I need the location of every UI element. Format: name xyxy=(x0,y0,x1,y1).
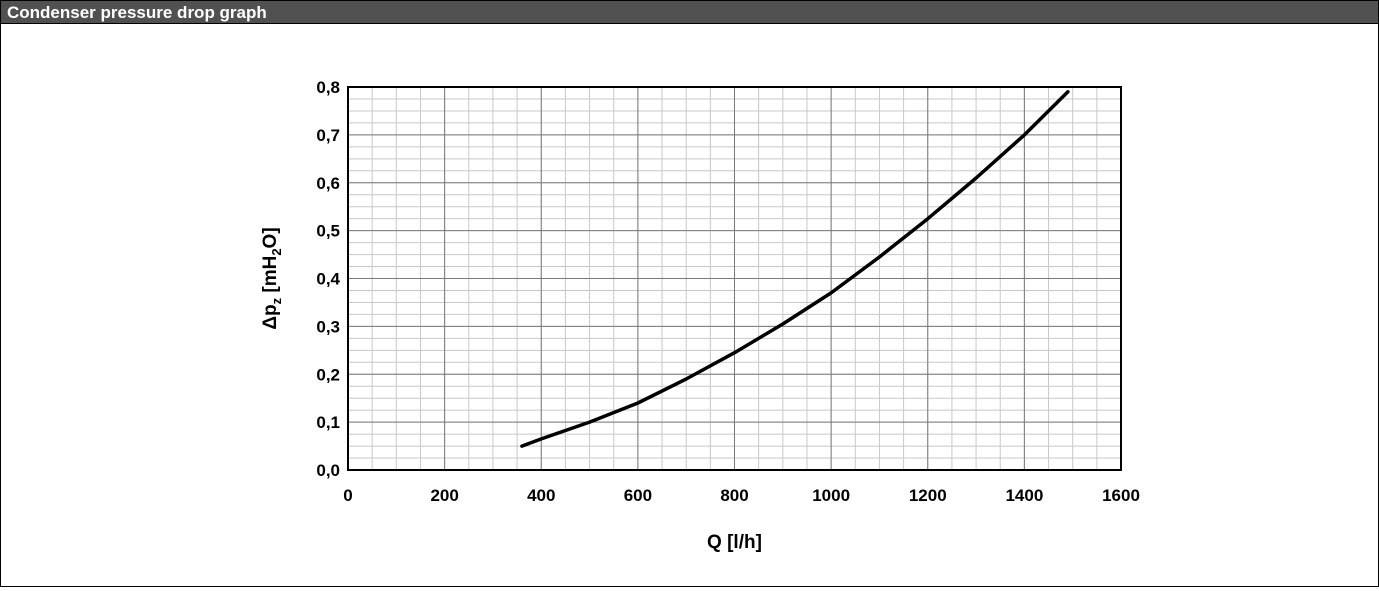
y-tick-label: 0,5 xyxy=(316,222,340,241)
x-tick-label: 800 xyxy=(720,486,748,505)
y-axis-label: Δpz [mH2O] xyxy=(260,227,284,329)
y-tick-label: 0,2 xyxy=(316,365,340,384)
y-tick-labels: 0,0 0,1 0,2 0,3 0,4 0,5 0,6 0,7 0,8 xyxy=(316,78,340,480)
y-tick-label: 0,8 xyxy=(316,78,340,97)
x-tick-label: 200 xyxy=(430,486,458,505)
x-tick-label: 1400 xyxy=(1005,486,1043,505)
x-tick-label: 1200 xyxy=(909,486,947,505)
pressure-drop-chart: 0,0 0,1 0,2 0,3 0,4 0,5 0,6 0,7 0,8 0 200 400 600 80… xyxy=(260,78,1140,553)
series-line-0 xyxy=(520,90,1070,448)
x-axis-label: Q [l/h] xyxy=(707,532,762,553)
x-tick-label: 1600 xyxy=(1102,486,1140,505)
y-label-sub1: z xyxy=(269,297,284,304)
chart-area: 0,0 0,1 0,2 0,3 0,4 0,5 0,6 0,7 0,8 0 200 400 600 80… xyxy=(1,25,1378,586)
y-tick-label: 0,6 xyxy=(316,174,340,193)
panel-title: Condenser pressure drop graph xyxy=(1,1,1378,24)
y-tick-label: 0,0 xyxy=(316,461,340,480)
y-label-sub2: 2 xyxy=(269,248,284,255)
x-tick-label: 0 xyxy=(343,486,352,505)
y-tick-label: 0,7 xyxy=(316,126,340,145)
x-tick-label: 600 xyxy=(624,486,652,505)
x-tick-label: 1000 xyxy=(812,486,850,505)
y-label-prefix: Δp xyxy=(260,304,281,329)
y-label-mid: [mH xyxy=(260,256,281,298)
x-tick-labels: 0 200 400 600 800 1000 1200 1400 1600 xyxy=(343,486,1140,505)
y-tick-label: 0,4 xyxy=(316,270,340,289)
y-tick-label: 0,1 xyxy=(316,413,340,432)
plot-border xyxy=(347,86,1122,471)
y-tick-label: 0,3 xyxy=(316,317,340,336)
x-tick-label: 400 xyxy=(527,486,555,505)
major-grid xyxy=(347,86,1122,471)
y-label-suffix: O] xyxy=(260,227,281,248)
series-layer xyxy=(520,90,1070,448)
